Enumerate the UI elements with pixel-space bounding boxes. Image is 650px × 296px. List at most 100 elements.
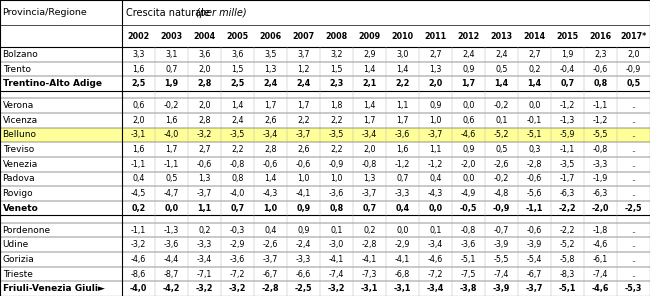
Text: -4,1: -4,1 xyxy=(362,255,377,264)
Text: -3,6: -3,6 xyxy=(329,189,344,198)
Text: 0,3: 0,3 xyxy=(528,145,541,154)
Text: -7,4: -7,4 xyxy=(329,270,344,279)
Text: -6,1: -6,1 xyxy=(593,255,608,264)
Text: -0,3: -0,3 xyxy=(230,226,245,235)
Text: -0,9: -0,9 xyxy=(493,204,510,213)
Text: 2017*: 2017* xyxy=(620,32,647,41)
Text: -8,7: -8,7 xyxy=(164,270,179,279)
Text: 2003: 2003 xyxy=(161,32,183,41)
Text: 1,6: 1,6 xyxy=(166,116,178,125)
Text: -4,5: -4,5 xyxy=(131,189,146,198)
Text: -4,3: -4,3 xyxy=(263,189,278,198)
Text: 0,7: 0,7 xyxy=(396,174,409,183)
Text: -7,4: -7,4 xyxy=(494,270,509,279)
Text: -6,7: -6,7 xyxy=(263,270,278,279)
Text: 1,4: 1,4 xyxy=(231,101,244,110)
Text: Treviso: Treviso xyxy=(3,145,34,154)
Text: -3,9: -3,9 xyxy=(493,284,510,293)
Text: 0,0: 0,0 xyxy=(428,204,443,213)
Text: -3,0: -3,0 xyxy=(329,240,344,249)
Text: -3,4: -3,4 xyxy=(427,284,444,293)
Text: -4,2: -4,2 xyxy=(163,284,181,293)
Text: 3,0: 3,0 xyxy=(396,50,409,59)
Text: -1,1: -1,1 xyxy=(131,226,146,235)
Text: -0,8: -0,8 xyxy=(461,226,476,235)
Text: 1,1: 1,1 xyxy=(430,145,442,154)
Text: -3,1: -3,1 xyxy=(131,131,146,139)
Text: 2,0: 2,0 xyxy=(627,50,640,59)
Text: 0,9: 0,9 xyxy=(296,204,311,213)
Text: 2002: 2002 xyxy=(127,32,150,41)
Text: -3,2: -3,2 xyxy=(229,284,246,293)
Text: -4,6: -4,6 xyxy=(592,284,609,293)
Text: 0,2: 0,2 xyxy=(363,226,376,235)
Text: -3,3: -3,3 xyxy=(593,160,608,169)
Text: Verona: Verona xyxy=(3,101,34,110)
Text: -7,1: -7,1 xyxy=(197,270,213,279)
Text: 1,6: 1,6 xyxy=(133,65,145,73)
Text: 2,5: 2,5 xyxy=(131,79,146,88)
Text: 2,8: 2,8 xyxy=(198,116,211,125)
Text: -6,6: -6,6 xyxy=(296,270,311,279)
Text: -0,8: -0,8 xyxy=(593,145,608,154)
Text: 1,7: 1,7 xyxy=(363,116,376,125)
Text: 2,8: 2,8 xyxy=(265,145,277,154)
Text: -2,6: -2,6 xyxy=(263,240,278,249)
Text: -1,1: -1,1 xyxy=(593,101,608,110)
Text: -5,4: -5,4 xyxy=(527,255,542,264)
Text: -4,3: -4,3 xyxy=(428,189,443,198)
Text: 0,7: 0,7 xyxy=(363,204,376,213)
Text: -1,2: -1,2 xyxy=(428,160,443,169)
Text: -2,8: -2,8 xyxy=(362,240,377,249)
Text: -5,3: -5,3 xyxy=(625,284,642,293)
Text: -4,6: -4,6 xyxy=(131,255,146,264)
Text: 1,7: 1,7 xyxy=(396,116,409,125)
Text: ..: .. xyxy=(631,226,636,235)
Text: -3,6: -3,6 xyxy=(164,240,179,249)
Text: -0,6: -0,6 xyxy=(527,226,542,235)
Text: 3,6: 3,6 xyxy=(198,50,211,59)
Text: -1,9: -1,9 xyxy=(593,174,608,183)
Text: -4,9: -4,9 xyxy=(461,189,476,198)
Text: -2,5: -2,5 xyxy=(625,204,642,213)
Text: 2,0: 2,0 xyxy=(428,79,443,88)
Bar xyxy=(0,128,650,142)
Text: 2,2: 2,2 xyxy=(395,79,410,88)
Text: -3,9: -3,9 xyxy=(494,240,509,249)
Text: ..: .. xyxy=(631,145,636,154)
Text: 3,6: 3,6 xyxy=(231,50,244,59)
Text: -0,9: -0,9 xyxy=(329,160,344,169)
Text: -0,6: -0,6 xyxy=(593,65,608,73)
Text: 1,3: 1,3 xyxy=(198,174,211,183)
Text: 2,6: 2,6 xyxy=(265,116,277,125)
Text: 0,0: 0,0 xyxy=(396,226,409,235)
Text: ..: .. xyxy=(631,160,636,169)
Text: Rovigo: Rovigo xyxy=(3,189,33,198)
Text: -3,2: -3,2 xyxy=(131,240,146,249)
Text: 0,4: 0,4 xyxy=(133,174,145,183)
Text: -3,7: -3,7 xyxy=(362,189,377,198)
Text: ..: .. xyxy=(631,255,636,264)
Text: -3,7: -3,7 xyxy=(296,131,311,139)
Text: Veneto: Veneto xyxy=(3,204,38,213)
Text: 1,4: 1,4 xyxy=(265,174,277,183)
Text: -1,2: -1,2 xyxy=(593,116,608,125)
Text: 0,9: 0,9 xyxy=(462,145,474,154)
Text: -3,6: -3,6 xyxy=(461,240,476,249)
Text: 3,5: 3,5 xyxy=(265,50,277,59)
Text: 0,8: 0,8 xyxy=(330,204,344,213)
Text: -1,7: -1,7 xyxy=(560,174,575,183)
Text: 1,9: 1,9 xyxy=(562,50,574,59)
Text: -4,7: -4,7 xyxy=(164,189,179,198)
Text: 2,9: 2,9 xyxy=(363,50,376,59)
Text: Udine: Udine xyxy=(3,240,29,249)
Text: 2,2: 2,2 xyxy=(330,145,343,154)
Text: -3,7: -3,7 xyxy=(263,255,278,264)
Text: -4,1: -4,1 xyxy=(296,189,311,198)
Text: -2,9: -2,9 xyxy=(230,240,246,249)
Text: 0,5: 0,5 xyxy=(495,65,508,73)
Text: ..: .. xyxy=(631,131,636,139)
Text: 0,2: 0,2 xyxy=(528,65,541,73)
Text: ..: .. xyxy=(631,240,636,249)
Text: 3,3: 3,3 xyxy=(133,50,145,59)
